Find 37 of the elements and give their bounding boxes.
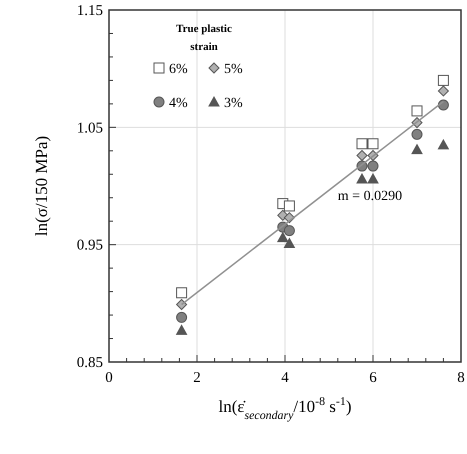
- point: [277, 232, 288, 242]
- point: [412, 105, 422, 116]
- y-tick-label: 1.15: [76, 3, 103, 19]
- legend-label: 5%: [224, 62, 243, 77]
- x-tick-label: 0: [105, 370, 113, 386]
- legend-title: True plastic strain: [176, 23, 232, 53]
- point: [438, 139, 449, 150]
- point: [356, 138, 368, 150]
- legend-label: 4%: [169, 96, 188, 111]
- point: [356, 173, 368, 184]
- point: [356, 150, 368, 161]
- point: [284, 200, 295, 212]
- legend-label: 3%: [224, 96, 243, 111]
- x-tick-label: 2: [193, 370, 201, 386]
- x-tick-label: 4: [281, 370, 290, 386]
- point: [412, 128, 422, 140]
- point: [284, 238, 295, 248]
- point: [176, 299, 188, 310]
- point: [284, 225, 295, 236]
- point: [176, 312, 188, 323]
- point: [176, 287, 188, 298]
- y-tick-label: 0.95: [76, 238, 103, 254]
- point: [412, 144, 422, 154]
- x-tick-label: 6: [369, 370, 378, 386]
- y-tick-label: 1.05: [76, 120, 103, 136]
- annotation: m = 0.0290: [338, 189, 402, 204]
- point: [176, 324, 188, 335]
- point: [368, 173, 378, 184]
- point: [438, 74, 449, 86]
- point: [368, 160, 378, 172]
- y-axis-title: ln(σ/150 MPa): [32, 136, 51, 236]
- y-tick-label: 0.85: [76, 355, 103, 371]
- legend-label: 6%: [169, 62, 188, 77]
- x-tick-label: 8: [457, 370, 465, 386]
- point: [368, 138, 378, 150]
- point: [438, 85, 449, 96]
- x-axis-title: ln(ε̇$_{secondary}$/10$^{-8}$ s$^{-1}$): [218, 394, 352, 422]
